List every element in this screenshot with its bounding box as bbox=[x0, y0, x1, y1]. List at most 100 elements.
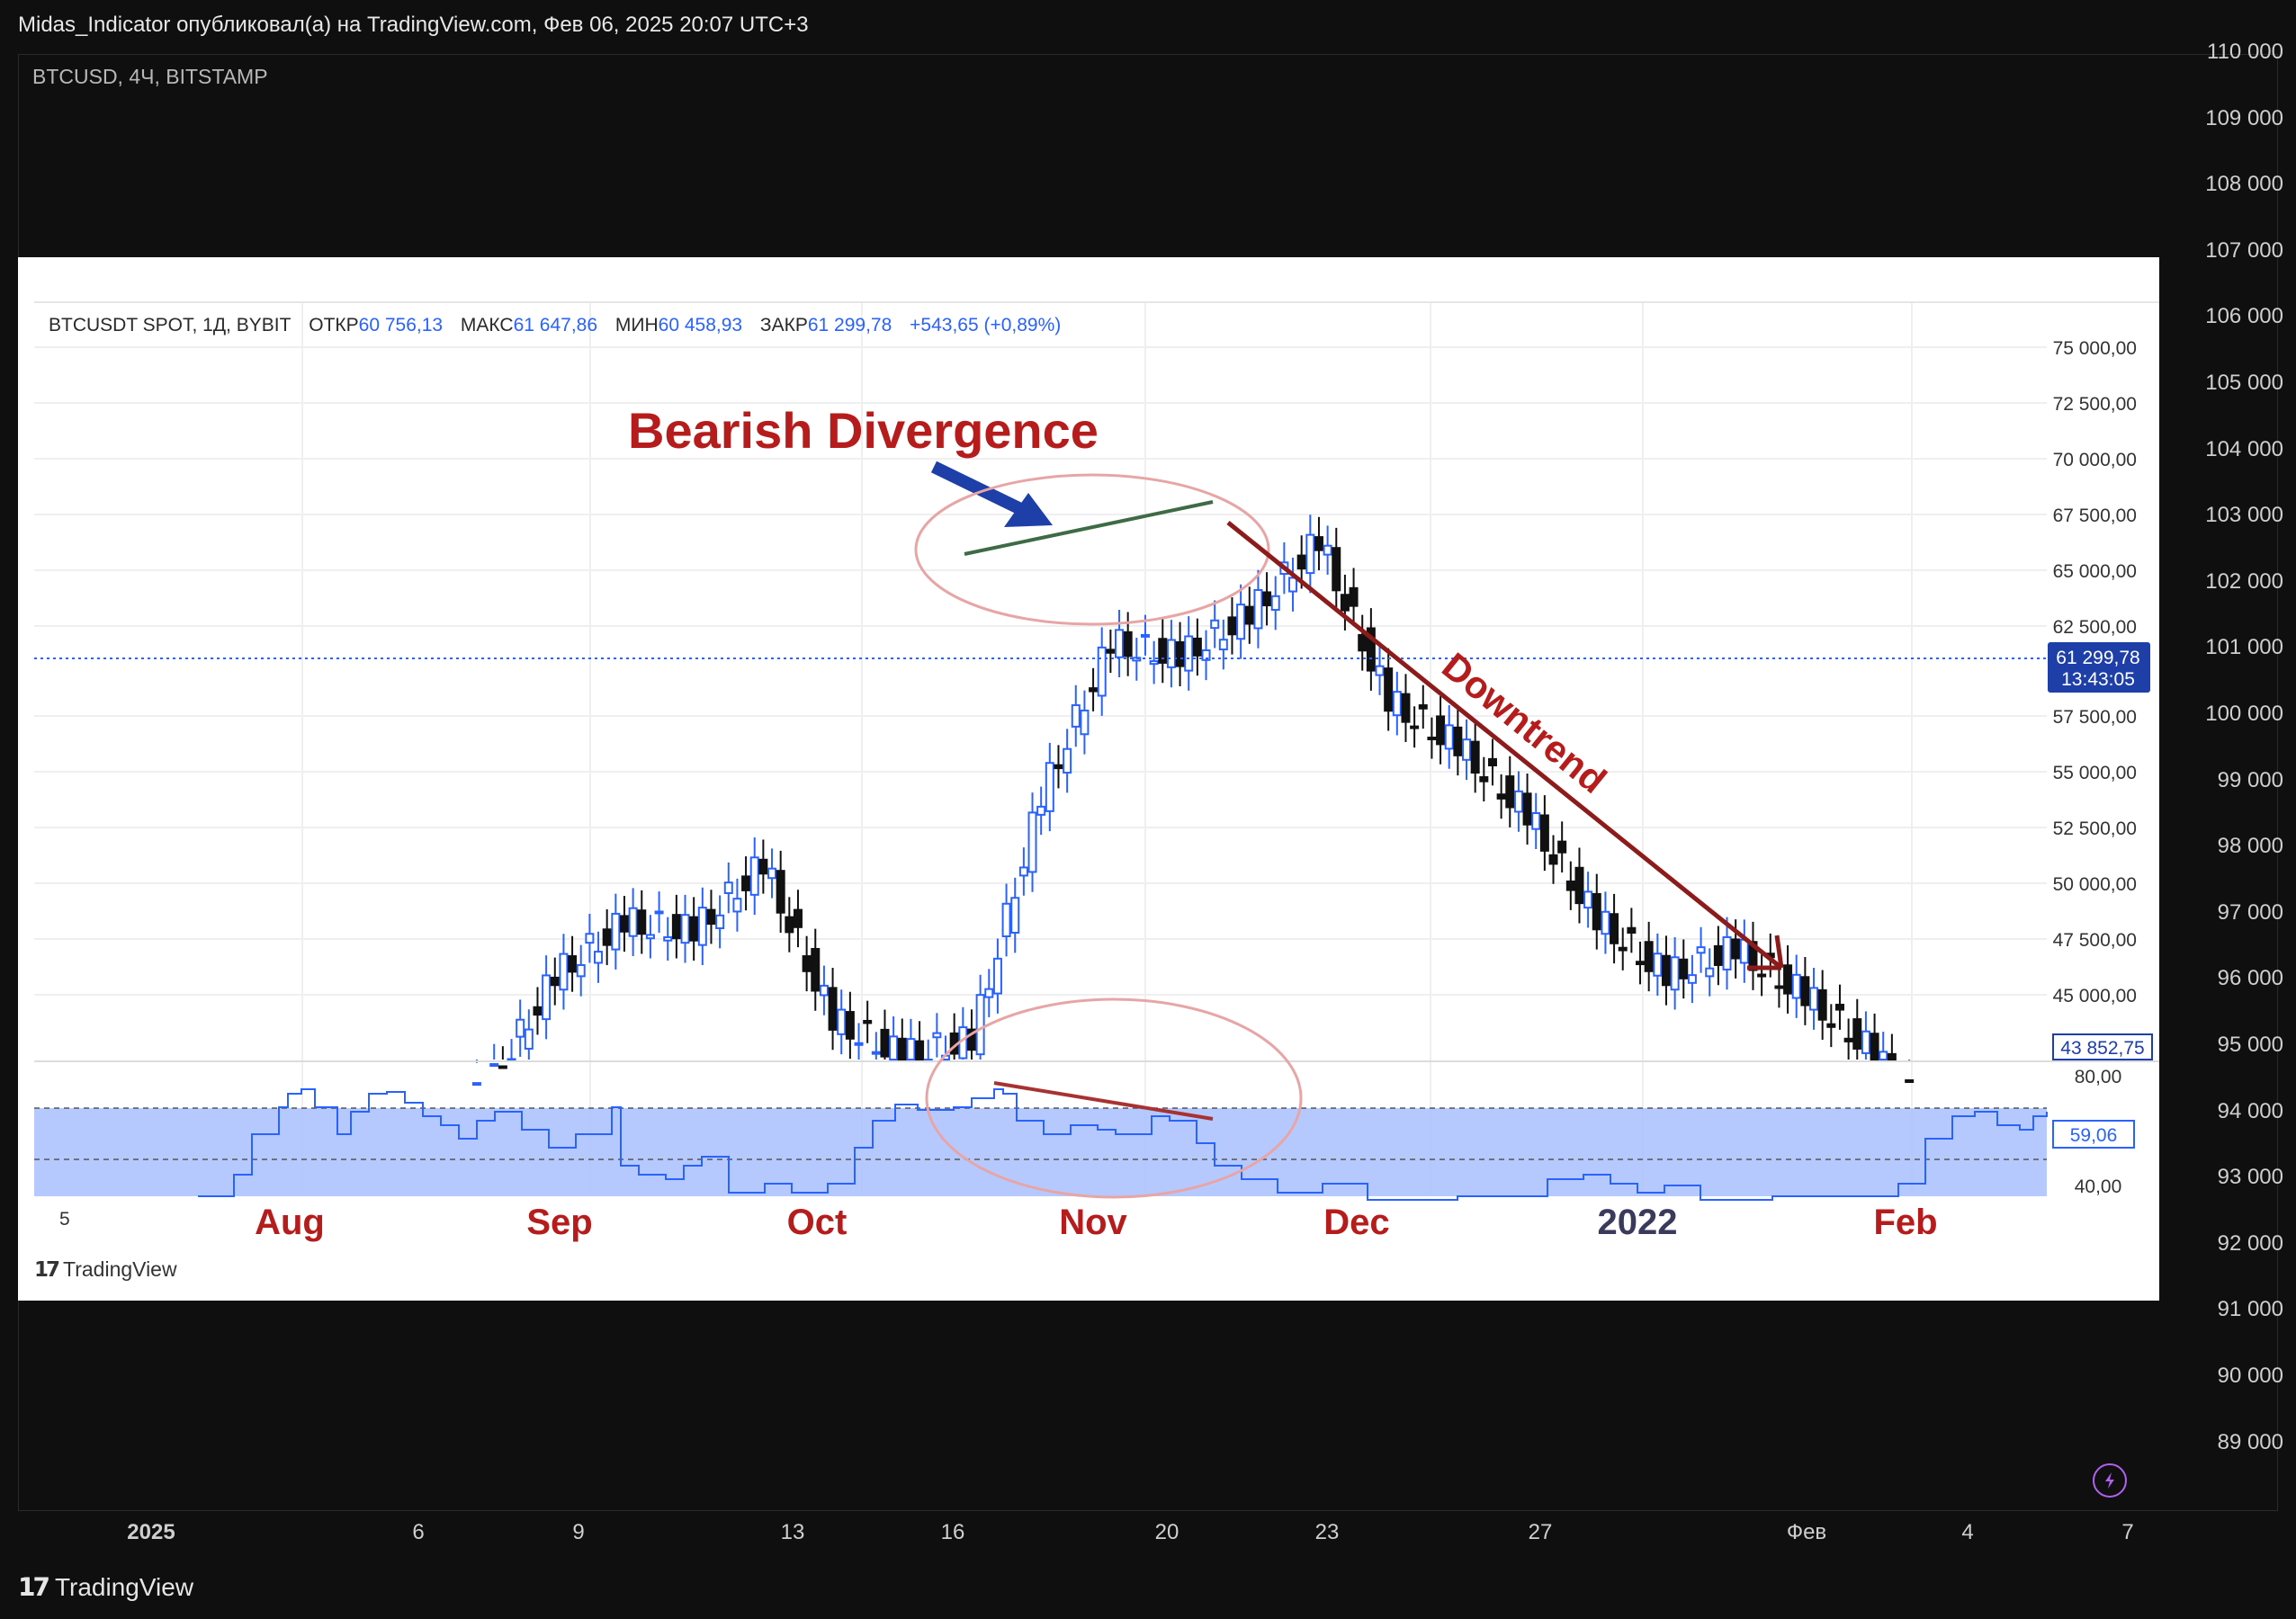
candle-body bbox=[1487, 757, 1497, 766]
outer-date-label: 2025 bbox=[127, 1520, 175, 1544]
divergence-arrow-head bbox=[1004, 493, 1053, 527]
outer-price-label: 93 000 bbox=[2217, 1165, 2283, 1190]
candle-body bbox=[628, 907, 638, 937]
candle-body bbox=[1565, 880, 1575, 891]
candle-body bbox=[1358, 633, 1368, 652]
candle-body bbox=[975, 994, 985, 1056]
candle-body bbox=[1340, 594, 1350, 612]
candle-body bbox=[828, 987, 838, 1031]
candle-body bbox=[1479, 776, 1489, 783]
candle-body bbox=[663, 935, 673, 942]
candle-body bbox=[594, 951, 604, 964]
rsi-axis-top: 80,00 bbox=[2075, 1067, 2122, 1087]
candle-body bbox=[1531, 812, 1541, 830]
candle-body bbox=[637, 909, 647, 935]
candle-body bbox=[1123, 631, 1133, 657]
price-axis-label: 45 000,00 bbox=[2053, 986, 2137, 1006]
current-price-tag bbox=[2048, 642, 2150, 693]
candle-body bbox=[1513, 790, 1523, 813]
candle-body bbox=[1713, 944, 1723, 966]
price-axis-label: 72 500,00 bbox=[2053, 394, 2137, 415]
candle-body bbox=[1158, 638, 1168, 664]
price-axis-label: 67 500,00 bbox=[2053, 505, 2137, 526]
candle-body bbox=[871, 1051, 881, 1055]
last-price-tag bbox=[2052, 1033, 2153, 1060]
candle-body bbox=[749, 856, 759, 896]
price-axis-label: 62 500,00 bbox=[2053, 617, 2137, 638]
candle-body bbox=[1722, 935, 1732, 971]
candle-body bbox=[568, 955, 578, 973]
rsi-value-tag bbox=[2052, 1120, 2135, 1149]
candle-body bbox=[1783, 964, 1793, 995]
candle-body bbox=[715, 914, 725, 930]
candle-body bbox=[697, 907, 707, 946]
price-axis-label: 65 000,00 bbox=[2053, 561, 2137, 582]
outer-price-label: 98 000 bbox=[2217, 834, 2283, 859]
candle-body bbox=[1001, 902, 1011, 938]
candle-body bbox=[1774, 985, 1784, 989]
candle-body bbox=[785, 916, 794, 934]
candle-body bbox=[1601, 910, 1610, 935]
price-axis-label: 75 000,00 bbox=[2053, 338, 2137, 359]
candle-body bbox=[1592, 892, 1601, 931]
legend-open-label: ОТКР bbox=[309, 315, 359, 335]
candle-body bbox=[1314, 536, 1323, 551]
price-axis-label: 50 000,00 bbox=[2053, 874, 2137, 895]
outer-price-label: 106 000 bbox=[2205, 304, 2283, 329]
month-label: Dec bbox=[1323, 1203, 1389, 1242]
candle-body bbox=[880, 1028, 890, 1058]
flash-icon[interactable] bbox=[2093, 1463, 2127, 1498]
inner-legend: BTCUSDT SPOT, 1Д, BYBIT ОТКР60 756,13 МА… bbox=[49, 315, 1061, 336]
outer-price-label: 90 000 bbox=[2217, 1364, 2283, 1388]
candle-body bbox=[1296, 554, 1306, 570]
candle-body bbox=[671, 914, 681, 940]
rsi-period-label: 5 bbox=[59, 1209, 70, 1230]
rsi-trendline bbox=[993, 1081, 1214, 1121]
candle-body bbox=[854, 1042, 864, 1046]
candle-body bbox=[966, 1028, 976, 1051]
outer-price-label: 108 000 bbox=[2205, 172, 2283, 197]
candle-body bbox=[1557, 840, 1567, 854]
downtrend-arrow bbox=[1226, 521, 1783, 970]
candle-body bbox=[1332, 547, 1341, 592]
downtrend-arrow-head bbox=[1747, 935, 1784, 971]
candle-body bbox=[1201, 648, 1211, 661]
candle-body bbox=[1210, 619, 1220, 630]
candle-body bbox=[471, 1082, 481, 1087]
candle-body bbox=[689, 916, 699, 942]
candle-body bbox=[741, 875, 751, 891]
rsi-band bbox=[34, 1108, 2047, 1196]
candle-body bbox=[585, 933, 595, 944]
candle-body bbox=[1843, 1037, 1853, 1042]
candle-body bbox=[1236, 604, 1246, 640]
rsi-highlight-circle bbox=[925, 997, 1303, 1199]
rsi-line bbox=[198, 1088, 2048, 1201]
legend-low-value: 60 458,93 bbox=[658, 315, 743, 335]
candle-body bbox=[1661, 954, 1671, 987]
candle-body bbox=[1063, 747, 1072, 774]
legend-change: +543,65 (+0,89%) bbox=[910, 315, 1062, 335]
outer-price-label: 89 000 bbox=[2217, 1429, 2283, 1454]
tradingview-logo[interactable]: 𝟭𝟳 TradingView bbox=[18, 1572, 193, 1602]
candle-body bbox=[1401, 693, 1411, 723]
outer-price-label: 107 000 bbox=[2205, 237, 2283, 263]
candle-body bbox=[811, 947, 821, 992]
candle-body bbox=[1522, 792, 1532, 826]
legend-open-value: 60 756,13 bbox=[358, 315, 444, 335]
candle-body bbox=[906, 1038, 916, 1060]
month-label: 2022 bbox=[1598, 1203, 1678, 1242]
candle-body bbox=[1861, 1030, 1870, 1054]
candle-body bbox=[1870, 1033, 1879, 1060]
candle-body bbox=[1826, 1023, 1836, 1028]
outer-price-label: 94 000 bbox=[2217, 1098, 2283, 1123]
candle-body bbox=[1140, 633, 1150, 638]
candle-body bbox=[1705, 967, 1715, 978]
candle-body bbox=[559, 953, 569, 991]
candle-body bbox=[1010, 897, 1020, 934]
legend-high-value: 61 647,86 bbox=[513, 315, 598, 335]
candle-body bbox=[732, 898, 742, 913]
candle-body bbox=[845, 1011, 855, 1040]
candle-body bbox=[1192, 637, 1202, 657]
outer-date-label: 7 bbox=[2121, 1520, 2134, 1544]
current-price-value: 61 299,78 bbox=[2056, 648, 2139, 668]
